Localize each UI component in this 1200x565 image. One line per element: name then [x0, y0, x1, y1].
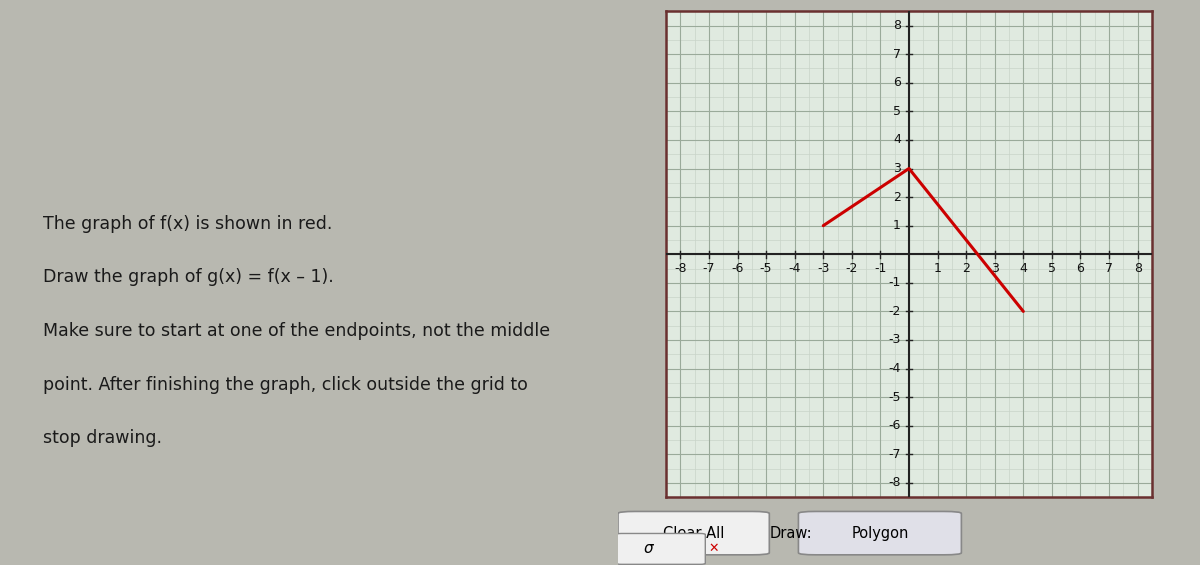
Text: Make sure to start at one of the endpoints, not the middle: Make sure to start at one of the endpoin… — [43, 322, 551, 340]
Text: -2: -2 — [889, 305, 901, 318]
FancyBboxPatch shape — [617, 533, 706, 564]
Text: The graph of f(x) is shown in red.: The graph of f(x) is shown in red. — [43, 215, 332, 233]
Text: 1: 1 — [934, 262, 942, 275]
Text: point. After finishing the graph, click outside the grid to: point. After finishing the graph, click … — [43, 376, 528, 394]
Text: -1: -1 — [889, 276, 901, 289]
Text: 8: 8 — [1134, 262, 1141, 275]
Text: -8: -8 — [674, 262, 686, 275]
Text: Draw:: Draw: — [769, 525, 812, 541]
Text: ✕: ✕ — [709, 541, 719, 555]
Text: 6: 6 — [893, 76, 901, 89]
Text: -6: -6 — [731, 262, 744, 275]
Text: 7: 7 — [1105, 262, 1114, 275]
Text: 1: 1 — [893, 219, 901, 232]
FancyBboxPatch shape — [618, 511, 769, 555]
Text: -3: -3 — [817, 262, 829, 275]
Text: 2: 2 — [962, 262, 970, 275]
Text: -7: -7 — [888, 448, 901, 461]
Text: 4: 4 — [1019, 262, 1027, 275]
Text: -8: -8 — [888, 476, 901, 489]
Text: 3: 3 — [893, 162, 901, 175]
Text: 8: 8 — [893, 19, 901, 32]
Text: -2: -2 — [846, 262, 858, 275]
Text: -4: -4 — [889, 362, 901, 375]
Text: -7: -7 — [703, 262, 715, 275]
Text: 5: 5 — [893, 105, 901, 118]
Text: stop drawing.: stop drawing. — [43, 429, 162, 447]
Text: -4: -4 — [788, 262, 800, 275]
Text: 6: 6 — [1076, 262, 1085, 275]
Text: $\sigma$: $\sigma$ — [643, 541, 655, 555]
Text: 7: 7 — [893, 47, 901, 60]
Text: -5: -5 — [888, 390, 901, 403]
Text: -1: -1 — [875, 262, 887, 275]
Text: 3: 3 — [991, 262, 998, 275]
Text: -5: -5 — [760, 262, 773, 275]
Text: 4: 4 — [893, 133, 901, 146]
FancyBboxPatch shape — [798, 511, 961, 555]
Text: Clear All: Clear All — [662, 525, 725, 541]
Text: Polygon: Polygon — [851, 525, 908, 541]
Text: -6: -6 — [889, 419, 901, 432]
Text: 5: 5 — [1048, 262, 1056, 275]
Text: Draw the graph of g(x) = f(x – 1).: Draw the graph of g(x) = f(x – 1). — [43, 268, 334, 286]
Text: 2: 2 — [893, 190, 901, 203]
Text: -3: -3 — [889, 333, 901, 346]
